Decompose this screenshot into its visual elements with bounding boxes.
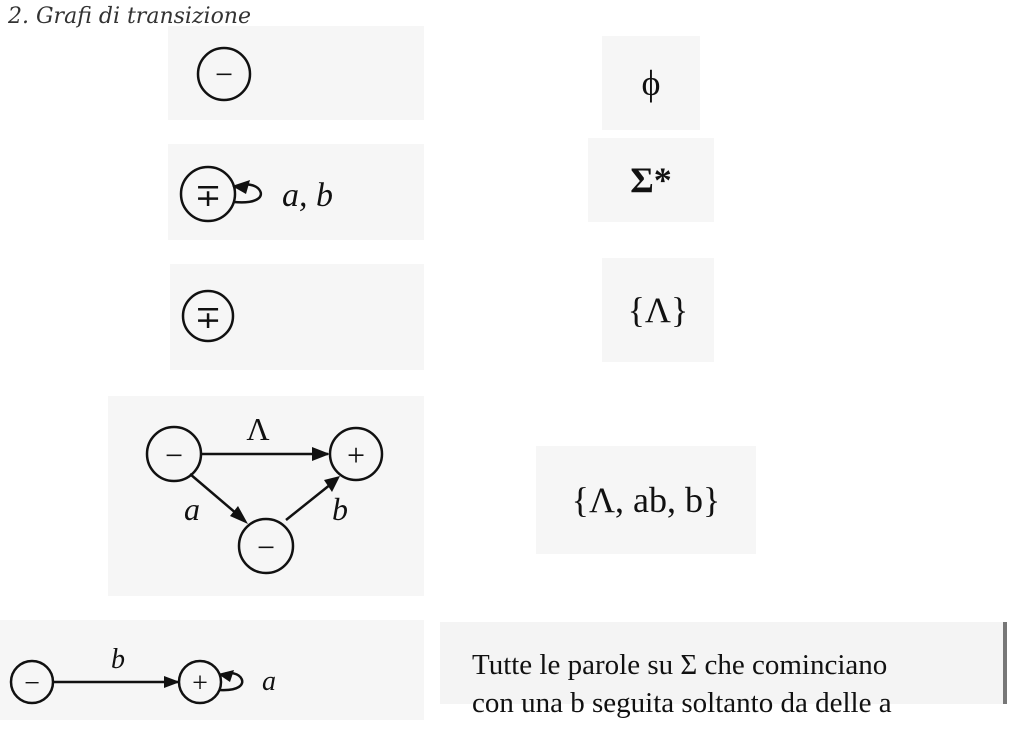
state-label: +: [347, 437, 365, 473]
loop-label: a: [262, 666, 276, 697]
start-state: [237, 517, 295, 575]
state-label: −: [257, 529, 275, 565]
language-description: Tutte le parole su Σ che cominciano con …: [472, 646, 892, 722]
scan-edge: [1003, 622, 1007, 704]
start-final-state: [179, 165, 237, 223]
start-state: [196, 46, 252, 102]
language-panel-5: [440, 622, 1006, 704]
edge-label-a: a: [184, 491, 200, 527]
edge-label-b: b: [111, 644, 125, 675]
language-finite-set: {Λ, ab, b}: [571, 480, 721, 520]
edge-b: [285, 479, 337, 521]
arrowhead: [312, 447, 330, 461]
arrowhead: [218, 670, 234, 682]
graph-panel-4: Λ a b − + −: [108, 396, 424, 596]
language-panel-3: {Λ}: [602, 258, 714, 362]
transition-graph-4: Λ a b − + −: [145, 411, 384, 575]
language-sigma-star: Σ*: [630, 160, 672, 200]
transition-graph-3: ∓: [181, 289, 235, 343]
language-panel-2: Σ*: [588, 138, 714, 222]
language-empty-set: ϕ: [641, 63, 661, 103]
final-state: [328, 426, 384, 482]
graph-panel-3: ∓: [170, 264, 424, 370]
graph-panel-2: ∓ a, b: [168, 144, 424, 240]
start-final-state: [181, 289, 235, 343]
state-label: ∓: [195, 299, 222, 335]
graph-panel-5: − b + a: [0, 620, 424, 720]
arrowhead: [230, 506, 248, 524]
final-state: [177, 659, 223, 705]
loop-label: a, b: [282, 177, 333, 214]
section-heading: 2. Grafi di transizione: [8, 4, 251, 29]
arrowhead: [232, 180, 250, 194]
language-panel-4: {Λ, ab, b}: [536, 446, 756, 554]
description-line-2: con una b seguita soltanto da delle a: [472, 687, 892, 719]
language-panel-1: ϕ: [602, 36, 700, 130]
state-label: −: [165, 437, 183, 473]
description-line-1: Tutte le parole su Σ che cominciano: [472, 649, 888, 681]
state-label: +: [192, 668, 208, 699]
edge-label-b: b: [332, 491, 348, 527]
arrowhead: [324, 476, 340, 492]
transition-graph-5: − b + a: [9, 644, 276, 705]
start-state: [145, 425, 203, 483]
state-label: −: [24, 668, 40, 699]
state-label: ∓: [195, 177, 222, 213]
language-lambda-set: {Λ}: [627, 290, 689, 330]
graph-panel-1: −: [168, 26, 424, 120]
edge-label-lambda: Λ: [246, 411, 269, 447]
arrowhead: [164, 676, 180, 688]
transition-graph-2: ∓ a, b: [179, 165, 333, 223]
state-label: −: [215, 56, 233, 92]
transition-graph-1: −: [196, 46, 252, 102]
